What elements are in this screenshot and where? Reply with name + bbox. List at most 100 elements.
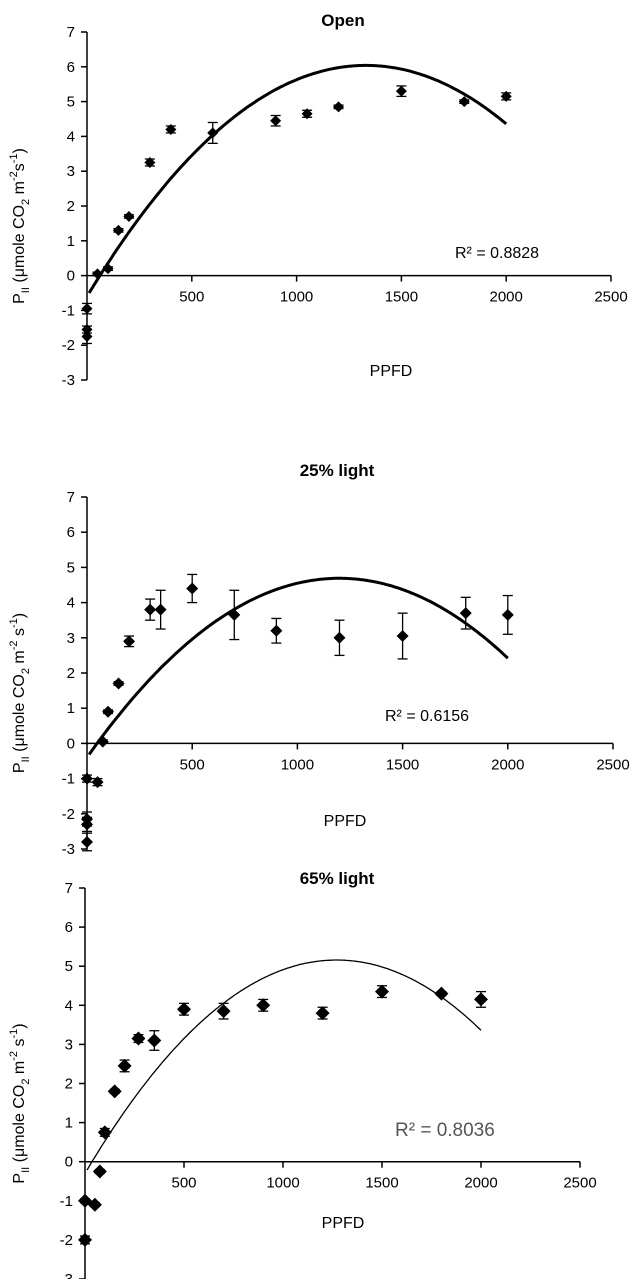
y-axis-label-part: s: [11, 163, 28, 171]
y-tick-label: 5: [65, 958, 73, 975]
y-axis-label-part: 2: [20, 1079, 32, 1085]
x-tick-label: 2000: [464, 1175, 497, 1192]
x-tick-label: 500: [180, 756, 205, 773]
y-axis-label-part: ): [11, 148, 28, 153]
y-axis-label-part: ): [11, 613, 28, 618]
y-tick-label: 4: [65, 997, 73, 1014]
r-squared-label: R² = 0.6156: [385, 708, 469, 725]
y-axis-label: PII (μmole CO2 m-2s-1): [8, 148, 32, 304]
data-point: [91, 776, 104, 789]
chart-3: 65% light -3 -2 -1 0 1 2 3 4 5 6 7 500 1000 1500 2000 25…: [8, 869, 597, 1284]
y-axis-label-part: -2: [8, 171, 20, 181]
y-tick-label: 6: [67, 59, 75, 76]
data-point: [97, 1125, 112, 1140]
y-tick-label: 6: [67, 524, 75, 541]
y-tick-label: -1: [62, 302, 75, 319]
y-tick-label: 6: [65, 919, 73, 936]
data-point: [186, 582, 199, 595]
y-axis-label-part: II: [20, 1167, 32, 1173]
x-tick-label: 1000: [281, 756, 314, 773]
y-tick-label: -3: [60, 1271, 73, 1279]
y-axis-label: PII (μmole CO2 m-2 s-1): [8, 613, 32, 773]
y-tick-label: 0: [65, 1154, 73, 1171]
y-tick-label: 5: [67, 559, 75, 576]
data-point: [395, 85, 407, 97]
y-tick-label: -3: [62, 372, 75, 389]
data-point: [500, 90, 512, 102]
data-point: [459, 607, 472, 620]
x-tick-label: 2000: [490, 289, 523, 306]
chart-title: 25% light: [300, 461, 375, 480]
x-tick-label: 1500: [385, 289, 418, 306]
data-point: [396, 630, 409, 643]
x-tick-label: 500: [171, 1175, 196, 1192]
y-axis-label-part: s: [11, 1039, 28, 1051]
x-tick-label: 500: [179, 289, 204, 306]
y-tick-label: -2: [60, 1232, 73, 1249]
y-axis-label-part: ): [11, 1023, 28, 1028]
y-axis-label-part: 2: [20, 199, 32, 205]
x-axis-label: PPFD: [324, 813, 367, 830]
data-point: [78, 1232, 92, 1247]
chart-title: Open: [321, 11, 364, 30]
y-axis-label-part: m: [11, 1061, 28, 1079]
y-axis-label: PII (μmole CO2 m-2 s-1): [8, 1023, 32, 1183]
y-tick-label: 4: [67, 595, 75, 612]
chart-1: Open -3 -2 -1 0 1 2 3 4 5 6 7 500 1000 1500 2000 2500 PPF…: [8, 11, 628, 389]
data-point: [177, 1002, 191, 1017]
x-tick-label: 2500: [563, 1175, 596, 1192]
y-axis-label-part: m: [11, 181, 28, 199]
trendline: [86, 959, 482, 1171]
y-tick-label: 4: [67, 128, 75, 145]
y-axis-label-part: 2: [20, 668, 32, 674]
y-axis-label-part: II: [20, 756, 32, 762]
data-point: [144, 157, 156, 168]
data-point: [315, 1006, 330, 1021]
data-point: [91, 268, 103, 280]
chart-title: 65% light: [300, 869, 375, 888]
x-axis-label: PPFD: [370, 363, 413, 380]
y-axis-label-part: s: [11, 628, 28, 640]
y-axis-label-part: -1: [8, 618, 20, 628]
y-axis-label-part: -2: [8, 1051, 20, 1061]
trendline: [87, 63, 508, 294]
r-squared-label: R² = 0.8036: [395, 1120, 495, 1141]
y-tick-label: 5: [67, 94, 75, 111]
y-axis-label-part: P: [11, 1173, 28, 1184]
y-tick-label: 7: [67, 24, 75, 41]
x-tick-label: 2000: [491, 756, 524, 773]
data-point: [102, 263, 114, 275]
y-tick-label: 1: [67, 700, 75, 717]
y-tick-label: 2: [67, 198, 75, 215]
y-axis-label-part: P: [11, 762, 28, 773]
data-point: [81, 303, 93, 315]
data-point: [81, 331, 93, 342]
y-axis-label-part: (μmole CO: [11, 205, 28, 287]
y-tick-label: 1: [65, 1115, 73, 1132]
data-point: [102, 705, 115, 718]
y-axis-label-part: (μmole CO: [11, 1085, 28, 1167]
y-tick-label: -2: [62, 806, 75, 823]
data-point: [96, 735, 109, 748]
data-point: [112, 224, 124, 236]
data-point: [81, 835, 93, 848]
y-tick-label: 7: [67, 489, 75, 506]
data-point: [256, 998, 271, 1013]
data-point: [154, 603, 167, 616]
y-tick-label: 0: [67, 268, 75, 285]
data-point: [207, 127, 219, 139]
data-point: [112, 677, 125, 690]
y-tick-label: 7: [65, 880, 73, 897]
y-axis-label-part: -1: [8, 153, 20, 163]
y-tick-label: -3: [62, 841, 75, 858]
x-axis-label: PPFD: [322, 1215, 365, 1232]
data-point: [301, 108, 313, 120]
data-point: [131, 1031, 146, 1046]
y-tick-label: 3: [65, 1036, 73, 1053]
y-tick-label: 2: [65, 1076, 73, 1093]
data-point: [270, 115, 282, 127]
data-point: [375, 984, 389, 999]
data-point: [117, 1058, 132, 1073]
